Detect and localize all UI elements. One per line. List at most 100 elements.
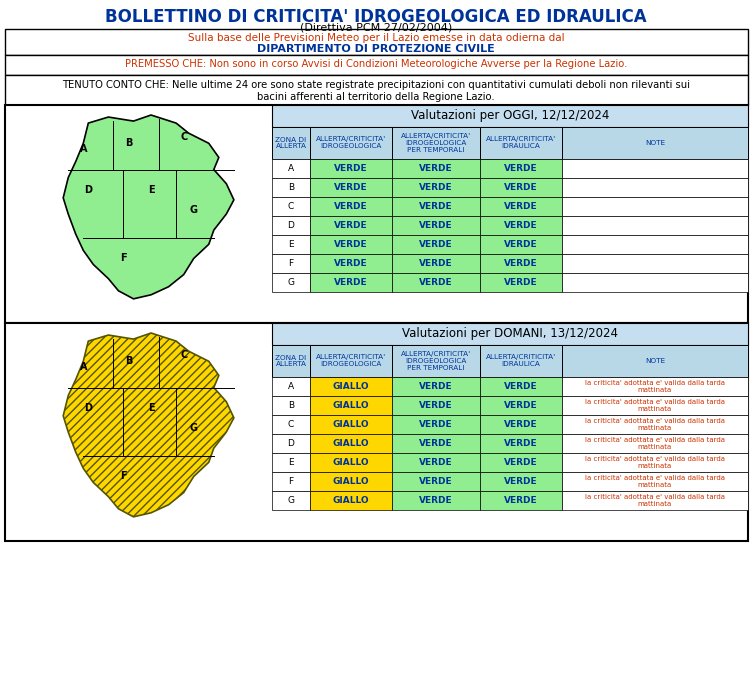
Text: la criticita' adottata e' valida dalla tarda
mattinata: la criticita' adottata e' valida dalla t…	[585, 437, 725, 450]
Text: G: G	[288, 278, 294, 287]
Bar	[310, 197, 392, 216]
Bar	[272, 178, 310, 197]
Text: TENUTO CONTO CHE: Nelle ultime 24 ore sono state registrate precipitazioni con q: TENUTO CONTO CHE: Nelle ultime 24 ore so…	[62, 80, 690, 90]
Text: F: F	[288, 259, 294, 268]
Bar	[272, 345, 310, 377]
Bar	[480, 197, 562, 216]
Text: B: B	[125, 138, 132, 148]
Bar	[392, 178, 480, 197]
Text: E: E	[148, 403, 154, 413]
Text: C: C	[288, 420, 294, 429]
Bar	[310, 434, 392, 453]
Bar	[392, 472, 480, 491]
Bar	[562, 345, 748, 377]
Bar	[5, 55, 748, 75]
Bar	[392, 396, 480, 415]
Text: GIALLO: GIALLO	[333, 401, 369, 410]
Text: E: E	[288, 458, 294, 467]
Text: F: F	[288, 477, 294, 486]
Bar	[272, 216, 310, 235]
Bar	[562, 216, 748, 235]
Bar	[310, 396, 392, 415]
Bar	[392, 127, 480, 159]
Text: A: A	[288, 382, 294, 391]
Text: ALLERTA/CRITICITA'
IDRAULICA: ALLERTA/CRITICITA' IDRAULICA	[486, 137, 556, 150]
Text: ALLERTA/CRITICITA'
IDROGEOLOGICA
PER TEMPORALI: ALLERTA/CRITICITA' IDROGEOLOGICA PER TEM…	[401, 133, 471, 153]
Bar	[480, 491, 562, 510]
Text: A: A	[80, 362, 87, 372]
Text: VERDE: VERDE	[419, 240, 453, 249]
Text: NOTE: NOTE	[645, 140, 665, 146]
Text: ZONA DI
ALLERTA: ZONA DI ALLERTA	[276, 354, 306, 368]
Bar	[480, 235, 562, 254]
Text: VERDE: VERDE	[419, 259, 453, 268]
Text: E: E	[288, 240, 294, 249]
Text: D: D	[84, 185, 93, 194]
Bar	[562, 273, 748, 292]
Text: la criticita' adottata e' valida dalla tarda
mattinata: la criticita' adottata e' valida dalla t…	[585, 456, 725, 469]
Text: VERDE: VERDE	[419, 183, 453, 192]
Text: D: D	[288, 439, 294, 448]
Bar	[392, 377, 480, 396]
Bar	[392, 216, 480, 235]
Text: VERDE: VERDE	[505, 240, 538, 249]
Text: VERDE: VERDE	[505, 458, 538, 467]
Bar	[392, 254, 480, 273]
Bar	[5, 75, 748, 105]
Bar	[392, 491, 480, 510]
Bar	[562, 254, 748, 273]
Bar	[562, 159, 748, 178]
Text: VERDE: VERDE	[334, 202, 367, 211]
Bar	[310, 273, 392, 292]
Bar	[392, 434, 480, 453]
Text: VERDE: VERDE	[505, 420, 538, 429]
Text: VERDE: VERDE	[419, 202, 453, 211]
Text: VERDE: VERDE	[505, 477, 538, 486]
Bar	[310, 127, 392, 159]
Bar	[310, 415, 392, 434]
Bar	[272, 472, 310, 491]
Bar	[392, 273, 480, 292]
Bar	[310, 216, 392, 235]
Text: VERDE: VERDE	[505, 382, 538, 391]
Text: VERDE: VERDE	[419, 401, 453, 410]
Bar	[310, 178, 392, 197]
Text: VERDE: VERDE	[334, 240, 367, 249]
Bar	[480, 396, 562, 415]
Bar	[562, 197, 748, 216]
Text: C: C	[180, 350, 187, 360]
Bar	[562, 396, 748, 415]
Text: VERDE: VERDE	[334, 221, 367, 230]
Bar	[272, 377, 310, 396]
Bar	[310, 235, 392, 254]
Text: B: B	[288, 401, 294, 410]
Text: ALLERTA/CRITICITA'
IDROGEOLOGICA
PER TEMPORALI: ALLERTA/CRITICITA' IDROGEOLOGICA PER TEM…	[401, 351, 471, 371]
Text: A: A	[80, 144, 87, 155]
Text: ALLERTA/CRITICITA'
IDROGEOLOGICA: ALLERTA/CRITICITA' IDROGEOLOGICA	[316, 137, 386, 150]
Polygon shape	[63, 115, 234, 299]
Bar	[5, 105, 748, 323]
Text: GIALLO: GIALLO	[333, 420, 369, 429]
Text: VERDE: VERDE	[419, 164, 453, 173]
Text: GIALLO: GIALLO	[333, 477, 369, 486]
Text: VERDE: VERDE	[505, 202, 538, 211]
Text: G: G	[190, 205, 198, 215]
Text: BOLLETTINO DI CRITICITA' IDROGEOLOGICA ED IDRAULICA: BOLLETTINO DI CRITICITA' IDROGEOLOGICA E…	[105, 8, 647, 26]
Bar	[272, 491, 310, 510]
Text: VERDE: VERDE	[419, 420, 453, 429]
Bar	[480, 345, 562, 377]
Bar	[272, 323, 748, 345]
Bar	[480, 453, 562, 472]
Bar	[310, 159, 392, 178]
Bar	[562, 127, 748, 159]
Text: F: F	[120, 471, 127, 482]
Text: GIALLO: GIALLO	[333, 496, 369, 505]
Bar	[562, 235, 748, 254]
Text: VERDE: VERDE	[505, 164, 538, 173]
Text: VERDE: VERDE	[334, 164, 367, 173]
Bar	[480, 178, 562, 197]
Text: DIPARTIMENTO DI PROTEZIONE CIVILE: DIPARTIMENTO DI PROTEZIONE CIVILE	[257, 44, 495, 54]
Text: VERDE: VERDE	[419, 382, 453, 391]
Text: VERDE: VERDE	[505, 183, 538, 192]
Bar	[562, 377, 748, 396]
